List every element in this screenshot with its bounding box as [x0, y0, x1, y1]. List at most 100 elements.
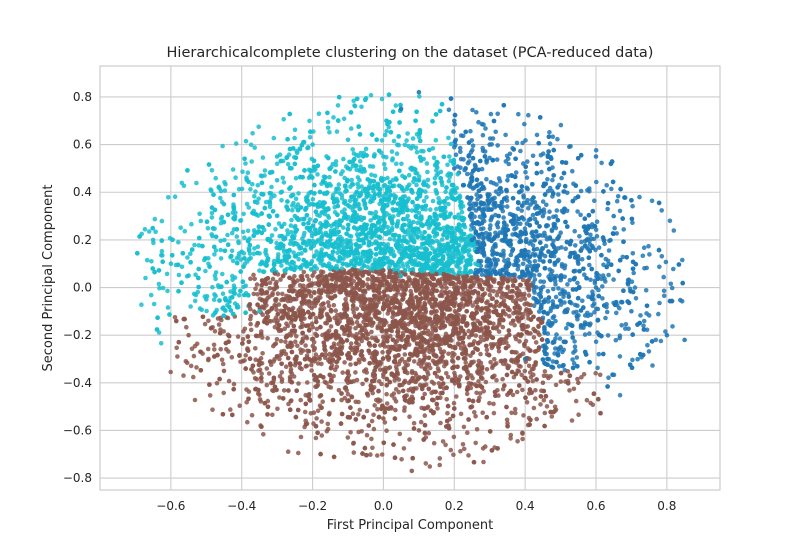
- scatter-point: [307, 217, 313, 222]
- scatter-point: [519, 208, 524, 213]
- scatter-point: [323, 352, 329, 358]
- scatter-point: [423, 461, 429, 466]
- scatter-point: [279, 198, 284, 203]
- scatter-point: [429, 321, 435, 326]
- scatter-point: [331, 115, 336, 120]
- scatter-point: [448, 141, 454, 147]
- scatter-point: [656, 311, 661, 317]
- scatter-point: [202, 321, 208, 327]
- scatter-point: [425, 169, 430, 175]
- scatter-point: [443, 442, 448, 448]
- scatter-point: [363, 146, 369, 152]
- scatter-point: [356, 412, 361, 417]
- scatter-point: [453, 254, 458, 260]
- scatter-point: [575, 376, 580, 382]
- scatter-point: [241, 329, 246, 334]
- scatter-point: [243, 161, 248, 166]
- scatter-point: [463, 356, 468, 362]
- scatter-point: [659, 208, 664, 213]
- scatter-point: [318, 295, 323, 300]
- scatter-point: [571, 386, 577, 392]
- scatter-point: [642, 266, 647, 271]
- scatter-point: [494, 377, 499, 383]
- scatter-point: [399, 457, 404, 462]
- scatter-point: [394, 151, 400, 156]
- scatter-point: [409, 208, 415, 213]
- scatter-point: [241, 284, 246, 290]
- scatter-point: [596, 245, 602, 250]
- scatter-point: [251, 251, 257, 257]
- scatter-point: [480, 410, 486, 416]
- scatter-point: [430, 146, 436, 151]
- scatter-point: [314, 326, 320, 332]
- scatter-point: [387, 236, 393, 242]
- scatter-point: [274, 307, 279, 313]
- scatter-point: [460, 304, 466, 309]
- scatter-point: [293, 196, 299, 202]
- scatter-point: [312, 269, 317, 275]
- scatter-point: [569, 418, 575, 423]
- scatter-point: [357, 360, 362, 365]
- scatter-point: [584, 397, 590, 403]
- scatter-point: [210, 407, 215, 413]
- scatter-point: [358, 352, 364, 358]
- scatter-point: [213, 248, 219, 253]
- scatter-point: [457, 342, 462, 348]
- scatter-point: [293, 339, 298, 345]
- scatter-point: [306, 175, 312, 181]
- scatter-point: [653, 337, 659, 343]
- scatter-point: [630, 357, 635, 363]
- scatter-point: [267, 204, 273, 210]
- scatter-point: [350, 411, 356, 417]
- scatter-point: [502, 258, 507, 263]
- scatter-point: [516, 189, 522, 195]
- scatter-point: [379, 452, 385, 457]
- scatter-point: [281, 388, 287, 393]
- scatter-point: [550, 359, 556, 364]
- scatter-point: [522, 226, 528, 231]
- scatter-point: [193, 292, 199, 298]
- scatter-point: [343, 297, 348, 302]
- scatter-point: [600, 296, 605, 301]
- scatter-point: [671, 266, 676, 272]
- scatter-point: [338, 171, 344, 177]
- scatter-point: [614, 310, 619, 316]
- scatter-point: [270, 388, 275, 393]
- scatter-point: [182, 228, 188, 234]
- scatter-point: [473, 208, 479, 213]
- scatter-point: [369, 418, 375, 424]
- scatter-point: [532, 216, 538, 222]
- scatter-point: [500, 226, 506, 232]
- scatter-point: [478, 226, 484, 232]
- scatter-point: [523, 169, 528, 175]
- scatter-point: [256, 124, 262, 130]
- scatter-point: [507, 313, 512, 319]
- scatter-point: [368, 198, 374, 203]
- scatter-point: [285, 449, 291, 455]
- scatter-point: [189, 221, 194, 227]
- scatter-point: [261, 269, 267, 275]
- scatter-point: [211, 297, 217, 303]
- scatter-point: [259, 371, 264, 377]
- scatter-point: [279, 370, 285, 375]
- scatter-point: [185, 255, 190, 260]
- scatter-point: [440, 439, 446, 444]
- scatter-point: [342, 395, 348, 401]
- scatter-point: [288, 193, 294, 199]
- scatter-point: [594, 219, 600, 224]
- scatter-point: [324, 380, 329, 386]
- scatter-point: [532, 253, 537, 258]
- scatter-point: [407, 182, 412, 187]
- scatter-point: [556, 364, 562, 369]
- scatter-point: [601, 262, 606, 268]
- scatter-point: [335, 250, 340, 256]
- scatter-point: [245, 419, 250, 425]
- scatter-point: [597, 372, 603, 378]
- scatter-point: [273, 281, 278, 287]
- scatter-point: [452, 373, 458, 379]
- scatter-point: [280, 291, 285, 297]
- scatter-point: [231, 381, 237, 387]
- scatter-point: [455, 171, 461, 177]
- scatter-point: [309, 321, 315, 327]
- scatter-point: [668, 281, 674, 287]
